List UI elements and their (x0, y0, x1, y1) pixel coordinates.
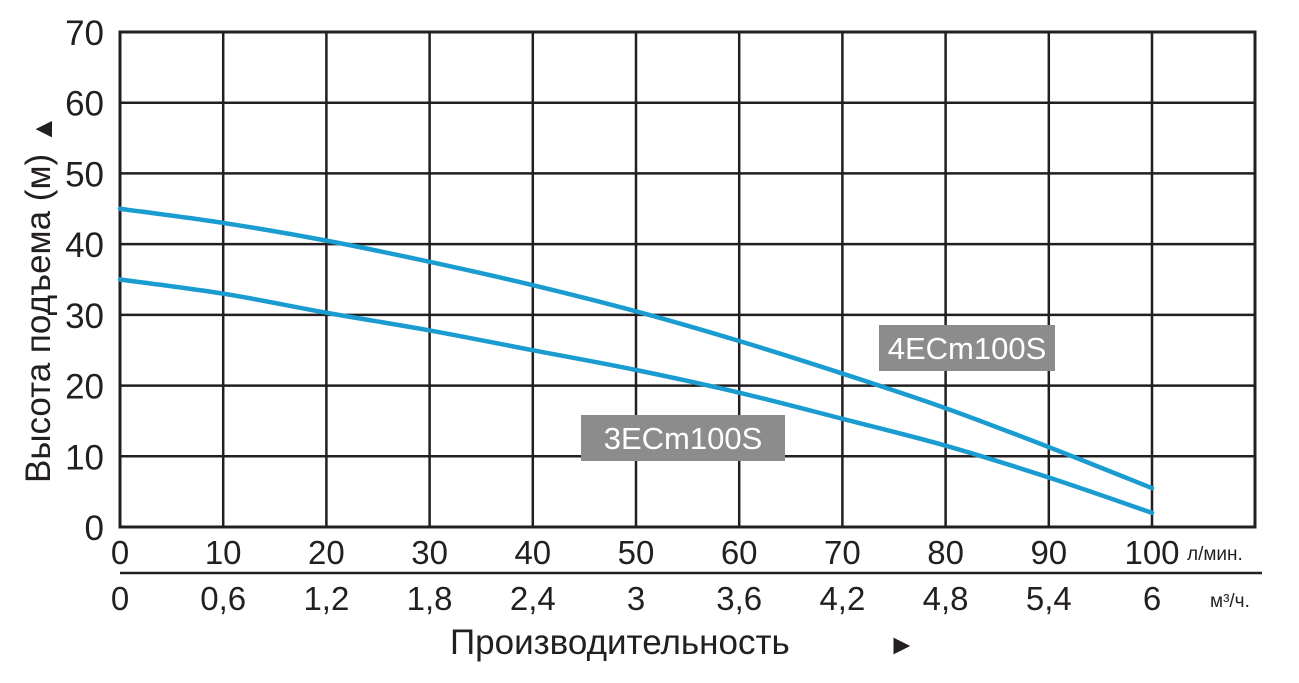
y-axis-title: Высота подъема (м) ▲ (19, 115, 58, 483)
x-tick-label: 90 (1030, 534, 1067, 571)
x2-tick-label: 3 (627, 580, 645, 617)
series-lines (117, 206, 1155, 516)
x2-tick-label: 4,2 (819, 580, 865, 617)
x-tick-label: 20 (308, 534, 345, 571)
x-tick-label: 40 (514, 534, 551, 571)
y-tick-label: 60 (65, 85, 104, 124)
x-tick-label: 10 (205, 534, 242, 571)
y-tick-label: 30 (65, 297, 104, 336)
y-tick-label: 0 (85, 509, 104, 548)
x-tick-label: 60 (721, 534, 758, 571)
x2-tick-label: 1,2 (303, 580, 349, 617)
series-label-3ECm100S: 3ECm100S (581, 415, 785, 461)
y-tick-labels: 0 10 20 30 40 50 60 70 (65, 14, 104, 548)
x2-tick-label: 0,6 (200, 580, 246, 617)
y-axis-title-text: Высота подъема (м) (19, 154, 58, 483)
x-tick-label: 0 (111, 534, 129, 571)
series-label-text: 3ECm100S (604, 421, 763, 456)
series-label-text: 4ECm100S (888, 331, 1047, 366)
x2-tick-label: 2,4 (510, 580, 556, 617)
x-unit-label: л/мин. (1187, 544, 1243, 565)
x2-unit-label: м³/ч. (1210, 591, 1250, 612)
series-labels: 4ECm100S 3ECm100S (581, 325, 1055, 461)
y-tick-label: 40 (65, 226, 104, 265)
x2-tick-label: 4,8 (923, 580, 969, 617)
y-tick-label: 70 (65, 14, 104, 53)
series-label-box (581, 415, 785, 461)
y-axis-arrow-icon: ▲ (27, 115, 58, 143)
x-axis-arrow-icon: ► (888, 629, 916, 660)
y-tick-label: 50 (65, 155, 104, 194)
x-tick-label: 30 (411, 534, 448, 571)
x2-tick-label: 0 (111, 580, 129, 617)
x-tick-label: 100 (1124, 534, 1179, 571)
x-tick-label: 80 (927, 534, 964, 571)
series-line-3ECm100S (117, 277, 1155, 516)
x-tick-label: 50 (618, 534, 655, 571)
x2-tick-label: 6 (1143, 580, 1161, 617)
x-tick-label: 70 (824, 534, 861, 571)
y-tick-label: 20 (65, 368, 104, 407)
x2-tick-label: 3,6 (716, 580, 762, 617)
x2-tick-label: 5,4 (1026, 580, 1072, 617)
series-label-4ECm100S: 4ECm100S (879, 325, 1055, 371)
x-axis-title-text: Производительность (450, 623, 790, 662)
x-axis-title: Производительность ► (450, 623, 916, 662)
y-tick-label: 10 (65, 438, 104, 477)
x-tick-labels: 0 10 20 30 40 50 60 70 80 90 100 (111, 534, 1180, 571)
x2-tick-labels: 0 0,6 1,2 1,8 2,4 3 3,6 4,2 4,8 5,4 6 (111, 580, 1161, 617)
x2-tick-label: 1,8 (407, 580, 453, 617)
series-line-4ECm100S (117, 206, 1155, 491)
series-label-box (879, 325, 1055, 371)
